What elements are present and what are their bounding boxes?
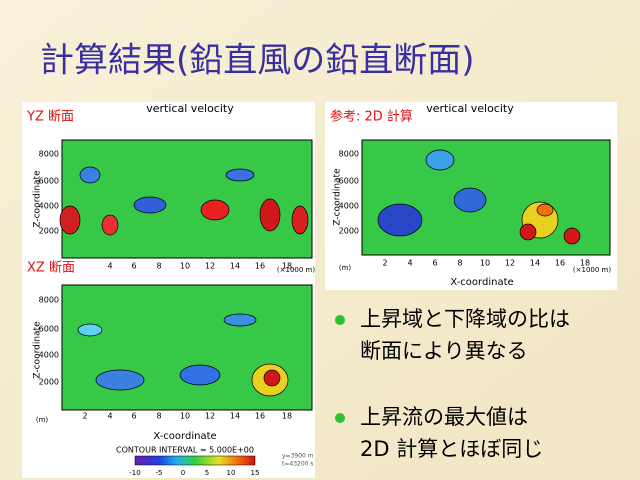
x-tick-label: 12 xyxy=(205,262,215,271)
panel-label: XZ 断面 xyxy=(27,261,75,276)
bullet-text: 断面により異なる xyxy=(360,339,528,363)
y-tick-label: 2000 xyxy=(39,227,59,236)
contour-blob xyxy=(179,364,221,386)
contour-blob xyxy=(95,369,145,391)
y-tick-label: 4000 xyxy=(39,202,59,211)
contour-interval: CONTOUR INTERVAL = 5.000E+00 xyxy=(116,446,254,455)
colorbar-label: 15 xyxy=(251,469,260,477)
x-axis-label: X-coordinate xyxy=(153,431,216,442)
contour-blob xyxy=(200,199,230,221)
colorbar-label: -10 xyxy=(129,469,140,477)
contour-blob xyxy=(453,187,487,213)
x-tick-label: 8 xyxy=(457,259,462,268)
contour-blob xyxy=(425,149,455,171)
bullet-text: 2D 計算とほぼ同じ xyxy=(360,437,543,461)
bullet-dot xyxy=(335,413,345,423)
contour-blob xyxy=(519,223,537,241)
colorbar xyxy=(134,455,256,466)
x-tick-label: 12 xyxy=(505,259,515,268)
x-tick-label: 6 xyxy=(432,259,437,268)
y-axis-label: Z-coordinate xyxy=(33,321,43,379)
x-tick-label: 10 xyxy=(180,412,190,421)
y-tick-label: 4000 xyxy=(39,351,59,360)
y-tick-label: 8000 xyxy=(339,150,359,159)
colorbar-label: 0 xyxy=(181,469,185,477)
bullet-text: 上昇域と下降域の比は xyxy=(360,307,570,331)
contour-blob xyxy=(291,205,309,235)
x-unit: (×1000 m) xyxy=(277,266,315,274)
x-tick-label: 8 xyxy=(156,262,161,271)
y-axis-label: Z-coordinate xyxy=(33,170,43,228)
panel-label: 参考: 2D 計算 xyxy=(330,109,413,125)
y-tick-label: 8000 xyxy=(39,296,59,305)
x-tick-label: 12 xyxy=(205,412,215,421)
x-tick-label: 14 xyxy=(230,412,240,421)
x-tick-label: 2 xyxy=(382,259,387,268)
x-tick-label: 10 xyxy=(480,259,490,268)
x-tick-label: 2 xyxy=(82,412,87,421)
x-unit: (×1000 m) xyxy=(573,266,611,274)
x-tick-label: 16 xyxy=(555,259,565,268)
contour-blob xyxy=(563,227,581,245)
y-axis-label: Z-coordinate xyxy=(333,168,343,226)
x-tick-label: 6 xyxy=(131,262,136,271)
contour-blob xyxy=(79,166,101,184)
x-tick-label: 16 xyxy=(255,412,265,421)
x-tick-label: 16 xyxy=(255,262,265,271)
contour-blob xyxy=(536,203,554,217)
plot-title: vertical velocity xyxy=(146,102,234,115)
x-tick-label: 4 xyxy=(107,262,112,271)
x-tick-label: 18 xyxy=(282,262,292,271)
y-tick-label: 2000 xyxy=(339,227,359,236)
x-tick-label: 10 xyxy=(180,262,190,271)
colorbar-label: 10 xyxy=(227,469,236,477)
y-tick-label: 8000 xyxy=(39,150,59,159)
y-unit: (m) xyxy=(339,264,352,272)
x-tick-label: 4 xyxy=(407,259,412,268)
y-tick-label: 6000 xyxy=(39,325,59,334)
y-tick-label: 2000 xyxy=(39,378,59,387)
contour-blob xyxy=(133,196,167,214)
contour-blob xyxy=(101,214,119,236)
contour-blob xyxy=(263,369,281,387)
contour-blob xyxy=(59,205,81,235)
contour-blob xyxy=(77,323,103,337)
contour-blob xyxy=(225,168,255,182)
y-unit: (m) xyxy=(36,416,49,424)
contour-blob xyxy=(223,313,257,327)
contour-blob xyxy=(259,198,281,232)
x-tick-label: 6 xyxy=(131,412,136,421)
x-axis-label: X-coordinate xyxy=(450,277,513,288)
y-tick-label: 4000 xyxy=(339,202,359,211)
y-tick-label: 6000 xyxy=(339,177,359,186)
colorbar-label: -5 xyxy=(156,469,163,477)
x-tick-label: 18 xyxy=(282,412,292,421)
colorbar-label: 5 xyxy=(205,469,209,477)
contour-plot xyxy=(61,139,313,259)
contour-blob xyxy=(377,203,423,237)
bullet-text: 上昇流の最大値は xyxy=(360,405,528,429)
x-tick-label: 14 xyxy=(230,262,240,271)
y-tick-label: 6000 xyxy=(39,177,59,186)
x-tick-label: 18 xyxy=(580,259,590,268)
slide-title: 計算結果(鉛直風の鉛直断面) xyxy=(40,41,475,81)
x-tick-label: 14 xyxy=(530,259,540,268)
panel-label: YZ 断面 xyxy=(26,110,74,125)
bullet-dot xyxy=(335,315,345,325)
x-tick-label: 8 xyxy=(156,412,161,421)
run-info: y=3900 m xyxy=(282,453,314,460)
plot-title: vertical velocity xyxy=(426,102,514,115)
x-tick-label: 4 xyxy=(107,412,112,421)
run-info: t=43200 s xyxy=(282,461,314,468)
